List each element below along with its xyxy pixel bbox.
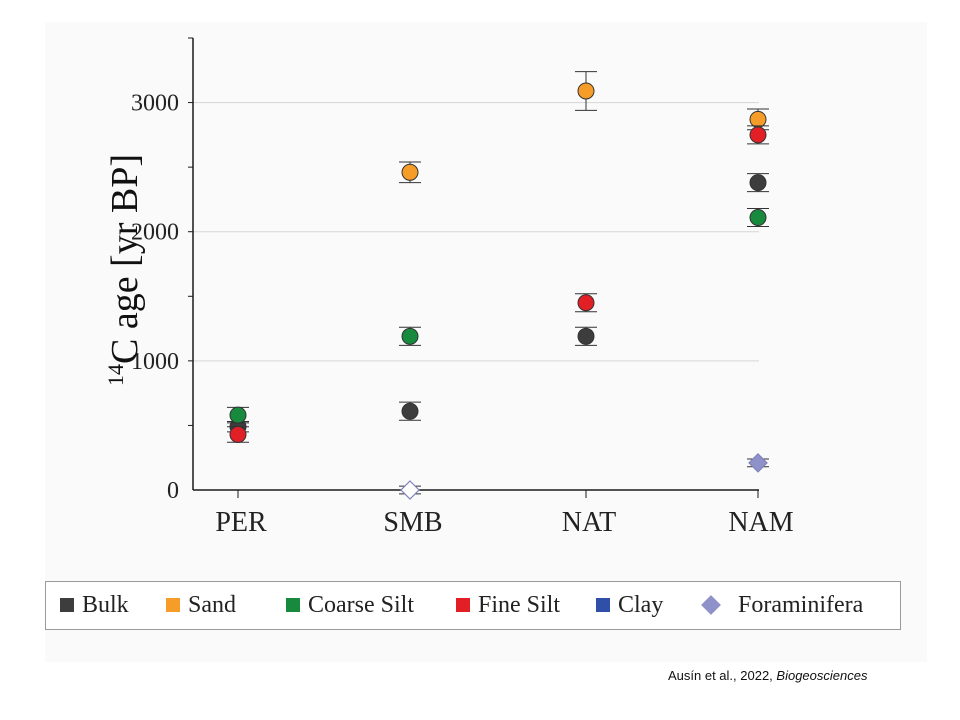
- legend-item-clay: Clay: [596, 590, 663, 620]
- legend-item-fine-silt: Fine Silt: [456, 590, 560, 620]
- marker-circle: [401, 402, 419, 420]
- y-tick-label: 1000: [131, 349, 179, 375]
- legend-label: Clay: [618, 591, 664, 618]
- legend-label: Coarse Silt: [308, 591, 414, 618]
- data-point-bulk: [399, 401, 421, 421]
- credit-journal: Biogeosciences: [776, 668, 868, 683]
- legend-item-coarse-silt: Coarse Silt: [286, 590, 414, 620]
- x-tick-label: NAT: [562, 507, 616, 538]
- legend-swatch: [60, 598, 74, 612]
- marker-circle: [749, 209, 767, 227]
- axes: [192, 38, 759, 491]
- marker-circle: [749, 174, 767, 192]
- marker-circle: [577, 82, 595, 100]
- y-axis-label-superscript: 14: [103, 364, 128, 386]
- marker-circle: [577, 294, 595, 312]
- x-tick-label: PER: [215, 507, 267, 538]
- data-point-sand: [575, 71, 597, 111]
- marker-diamond: [400, 480, 420, 500]
- marker-diamond: [748, 453, 768, 473]
- marker-circle: [401, 327, 419, 345]
- chart-panel: 0 1000 2000 3000 PER SMB NAT NAM 14C age [yr B…: [45, 22, 927, 662]
- data-point-coarse-silt: [747, 207, 769, 228]
- data-point-foraminifera: [747, 453, 769, 473]
- y-axis-label-text: C age [yr BP]: [104, 154, 146, 364]
- scatter-chart: 0 1000 2000 3000 PER SMB NAT NAM 14C age [yr B…: [103, 37, 794, 538]
- marker-circle: [577, 327, 595, 345]
- legend-label: Sand: [188, 591, 236, 618]
- data-point-coarse-silt: [399, 326, 421, 346]
- marker-circle: [229, 425, 247, 443]
- marker-circle: [749, 126, 767, 144]
- data-point-bulk: [575, 326, 597, 346]
- legend-item-foraminifera: Foraminifera: [696, 590, 863, 620]
- data-point-fine-silt: [227, 425, 249, 443]
- data-point-coarse-silt: [227, 406, 249, 424]
- legend-swatch: [286, 598, 300, 612]
- data-point-foraminifera: [399, 480, 421, 500]
- legend-label: Fine Silt: [478, 591, 561, 618]
- y-axis-label: 14C age [yr BP]: [103, 154, 146, 386]
- y-ticks: 0 1000 2000 3000: [131, 37, 193, 504]
- x-tick-label: SMB: [383, 507, 442, 538]
- source-credit: Ausín et al., 2022, Biogeosciences: [668, 668, 867, 683]
- legend-label: Bulk: [82, 591, 129, 618]
- marker-circle: [749, 110, 767, 128]
- y-tick-label: 0: [167, 478, 179, 504]
- x-tick-label: NAM: [728, 507, 793, 538]
- data-marks: [227, 71, 769, 500]
- legend-swatch: [166, 598, 180, 612]
- y-tick-label: 3000: [131, 91, 179, 117]
- data-point-sand: [399, 161, 421, 184]
- legend-swatch: [701, 595, 721, 615]
- grid-lines: [193, 102, 759, 362]
- legend-item-sand: Sand: [166, 590, 236, 620]
- marker-circle: [229, 406, 247, 424]
- data-point-fine-silt: [575, 293, 597, 313]
- legend-swatch: [596, 598, 610, 612]
- credit-authors: Ausín et al., 2022,: [668, 668, 777, 683]
- y-tick-label: 2000: [131, 220, 179, 246]
- x-ticks: PER SMB NAT NAM: [215, 490, 794, 538]
- legend-swatch: [456, 598, 470, 612]
- legend-label: Foraminifera: [738, 591, 864, 618]
- marker-circle: [401, 163, 419, 181]
- legend-item-bulk: Bulk: [60, 590, 129, 620]
- data-point-bulk: [747, 173, 769, 193]
- legend: Bulk Sand Coarse Silt Fine Silt Clay Foramini…: [45, 581, 901, 630]
- data-point-fine-silt: [747, 125, 769, 145]
